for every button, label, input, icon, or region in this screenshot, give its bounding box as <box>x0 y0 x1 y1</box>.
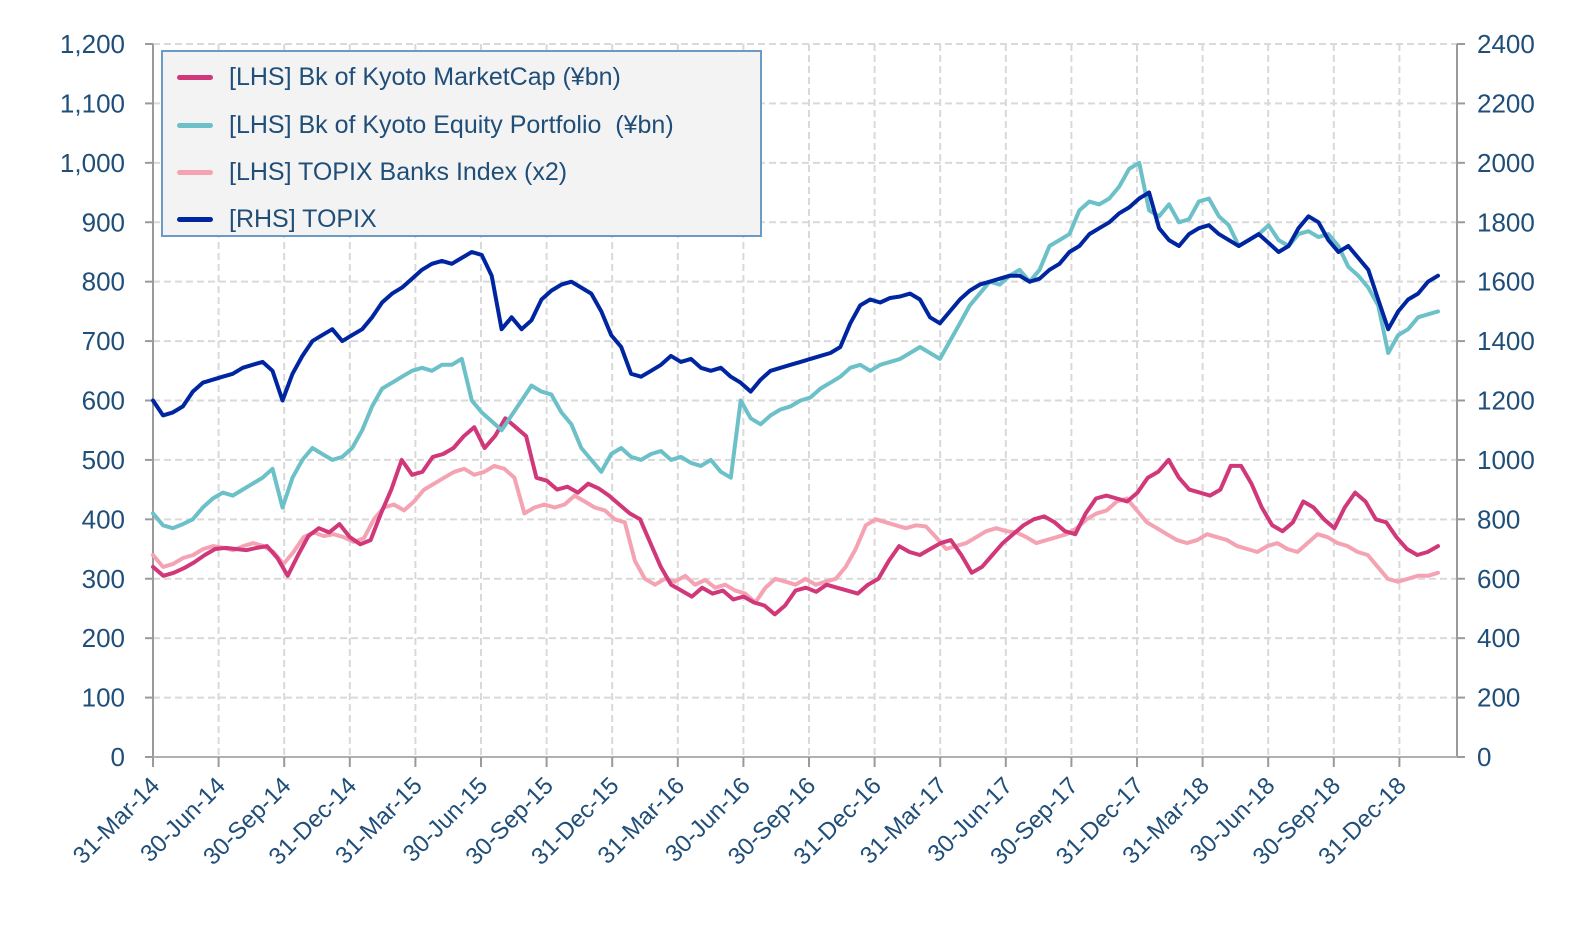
y-tick-label-right: 600 <box>1477 564 1520 594</box>
y-tick-label-left: 300 <box>82 564 125 594</box>
y-tick-label-left: 500 <box>82 445 125 475</box>
series-line-lhs-bk-of-kyoto-equity-portfolio-bn <box>151 160 1440 531</box>
y-tick-label-left: 800 <box>82 267 125 297</box>
legend-label: [LHS] Bk of Kyoto Equity Portfolio (¥bn) <box>229 110 674 139</box>
legend-swatch-marketcap <box>177 74 213 80</box>
y-tick-label-left: 900 <box>82 207 125 237</box>
y-tick-label-right: 1600 <box>1477 267 1535 297</box>
y-tick-label-right: 400 <box>1477 623 1520 653</box>
y-tick-label-left: 700 <box>82 326 125 356</box>
legend-item-topix-banks: [LHS] TOPIX Banks Index (x2) <box>177 157 567 187</box>
y-tick-label-right: 1000 <box>1477 445 1535 475</box>
legend: [LHS] Bk of Kyoto MarketCap (¥bn) [LHS] … <box>161 50 762 237</box>
y-tick-label-left: 1,100 <box>60 88 125 118</box>
y-tick-label-left: 100 <box>82 683 125 713</box>
gridlines <box>153 43 1457 757</box>
y-tick-label-right: 200 <box>1477 683 1520 713</box>
y-axis-left-labels: 0 100 200 300 400 500 600 700 800 900 1,000 1,100 1,… <box>60 29 125 772</box>
y-tick-label-right: 800 <box>1477 504 1520 534</box>
legend-label: [LHS] Bk of Kyoto MarketCap (¥bn) <box>229 62 621 91</box>
y-tick-label-right: 1400 <box>1477 326 1535 356</box>
axes <box>145 43 1465 767</box>
y-tick-label-right: 2400 <box>1477 29 1535 59</box>
y-tick-label-right: 2200 <box>1477 88 1535 118</box>
legend-item-topix: [RHS] TOPIX <box>177 204 377 234</box>
y-tick-label-right: 1200 <box>1477 386 1535 416</box>
y-tick-label-right: 0 <box>1477 742 1491 772</box>
legend-swatch-topix-banks <box>177 169 213 175</box>
legend-label: [RHS] TOPIX <box>229 204 377 233</box>
series-lines <box>151 160 1440 617</box>
y-tick-label-left: 400 <box>82 504 125 534</box>
y-tick-label-right: 1800 <box>1477 207 1535 237</box>
y-tick-label-left: 600 <box>82 386 125 416</box>
y-tick-label-left: 0 <box>111 742 125 772</box>
y-tick-label-left: 1,200 <box>60 29 125 59</box>
legend-swatch-equity-portfolio <box>177 122 213 128</box>
series-line-rhs-topix <box>151 190 1440 418</box>
y-tick-label-left: 1,000 <box>60 148 125 178</box>
legend-swatch-topix <box>177 216 213 222</box>
series-line-lhs-bk-of-kyoto-marketcap-bn <box>151 416 1440 617</box>
y-tick-label-left: 200 <box>82 623 125 653</box>
y-axis-right-labels: 0 200 400 600 800 1000 1200 1400 1600 1800 2000 220… <box>1477 29 1535 772</box>
legend-item-marketcap: [LHS] Bk of Kyoto MarketCap (¥bn) <box>177 62 621 92</box>
legend-label: [LHS] TOPIX Banks Index (x2) <box>229 157 568 186</box>
y-tick-label-right: 2000 <box>1477 148 1535 178</box>
x-axis-labels: 31-Mar-1430-Jun-1430-Sep-1431-Dec-1431-M… <box>68 772 1412 870</box>
legend-item-equity-portfolio: [LHS] Bk of Kyoto Equity Portfolio (¥bn) <box>177 110 674 140</box>
series-line-lhs-topix-banks-index-x2 <box>151 463 1440 605</box>
